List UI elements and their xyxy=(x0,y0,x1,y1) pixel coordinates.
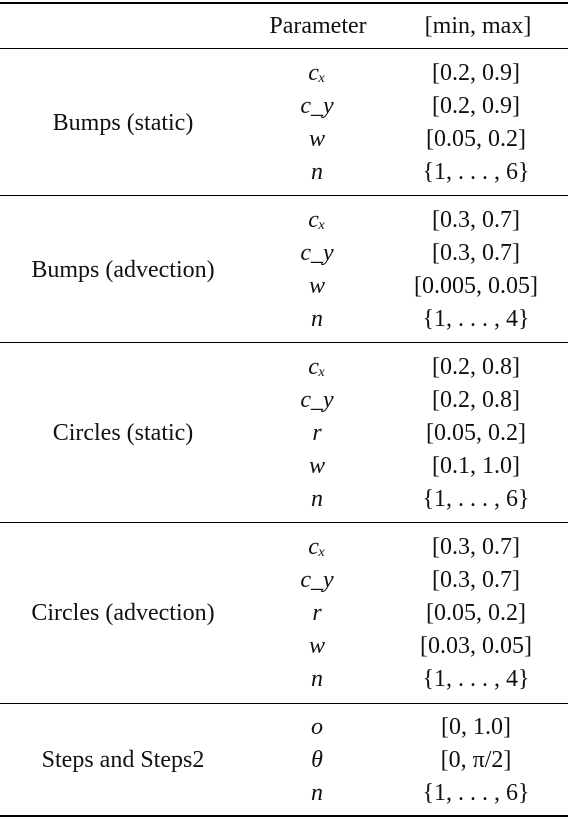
param-symbol: c_y xyxy=(300,93,334,119)
group-label: Bumps (static) xyxy=(52,110,194,136)
param-symbol: w xyxy=(308,633,325,659)
range-value: [0.3, 0.7] xyxy=(432,207,520,233)
range-value: [0.1, 1.0] xyxy=(432,453,520,479)
group-label: Bumps (advection) xyxy=(31,257,215,283)
param-symbol: w xyxy=(308,126,325,152)
group-separator xyxy=(0,703,568,704)
param-symbol: θ xyxy=(311,747,323,773)
param-symbol: n xyxy=(311,666,323,692)
table-bottom-rule xyxy=(0,815,568,817)
range-value: {1, . . . , 4} xyxy=(422,306,530,332)
range-value: [0.05, 0.2] xyxy=(426,126,526,152)
range-value: [0.05, 0.2] xyxy=(426,600,526,626)
range-value: [0.2, 0.9] xyxy=(432,93,520,119)
group-label: Circles (static) xyxy=(52,420,194,446)
group-separator xyxy=(0,342,568,343)
range-value: [0.05, 0.2] xyxy=(426,420,526,446)
range-value: [0.3, 0.7] xyxy=(432,240,520,266)
param-symbol: cₓ xyxy=(308,534,326,560)
group-separator xyxy=(0,195,568,196)
param-symbol: w xyxy=(308,453,325,479)
range-value: {1, . . . , 6} xyxy=(422,159,530,185)
param-symbol: cₓ xyxy=(308,354,326,380)
range-value: [0.2, 0.9] xyxy=(432,60,520,86)
group-label: Circles (advection) xyxy=(31,600,215,626)
param-symbol: r xyxy=(312,420,322,446)
param-symbol: cₓ xyxy=(308,207,326,233)
range-value: [0, 1.0] xyxy=(441,714,511,740)
range-value: [0.3, 0.7] xyxy=(432,567,520,593)
range-value: [0.2, 0.8] xyxy=(432,387,520,413)
param-symbol: n xyxy=(311,486,323,512)
range-value: {1, . . . , 4} xyxy=(422,666,530,692)
range-value: {1, . . . , 6} xyxy=(422,780,530,806)
group-label: Steps and Steps2 xyxy=(41,747,205,773)
range-value: [0.03, 0.05] xyxy=(420,633,532,659)
param-symbol: cₓ xyxy=(308,60,326,86)
param-symbol: r xyxy=(312,600,322,626)
header-range: [min, max] xyxy=(424,13,532,39)
param-symbol: c_y xyxy=(300,240,334,266)
group-separator xyxy=(0,522,568,523)
param-symbol: o xyxy=(311,714,323,740)
param-symbol: c_y xyxy=(300,387,334,413)
param-symbol: n xyxy=(311,780,323,806)
param-symbol: n xyxy=(311,159,323,185)
range-value: {1, . . . , 6} xyxy=(422,486,530,512)
range-value: [0, π/2] xyxy=(440,747,512,773)
range-value: [0.3, 0.7] xyxy=(432,534,520,560)
param-symbol: n xyxy=(311,306,323,332)
range-value: [0.005, 0.05] xyxy=(414,273,538,299)
param-symbol: w xyxy=(308,273,325,299)
range-value: [0.2, 0.8] xyxy=(432,354,520,380)
header-parameter: Parameter xyxy=(269,13,367,39)
header-rule xyxy=(0,48,568,49)
table-top-rule xyxy=(0,2,568,4)
param-symbol: c_y xyxy=(300,567,334,593)
